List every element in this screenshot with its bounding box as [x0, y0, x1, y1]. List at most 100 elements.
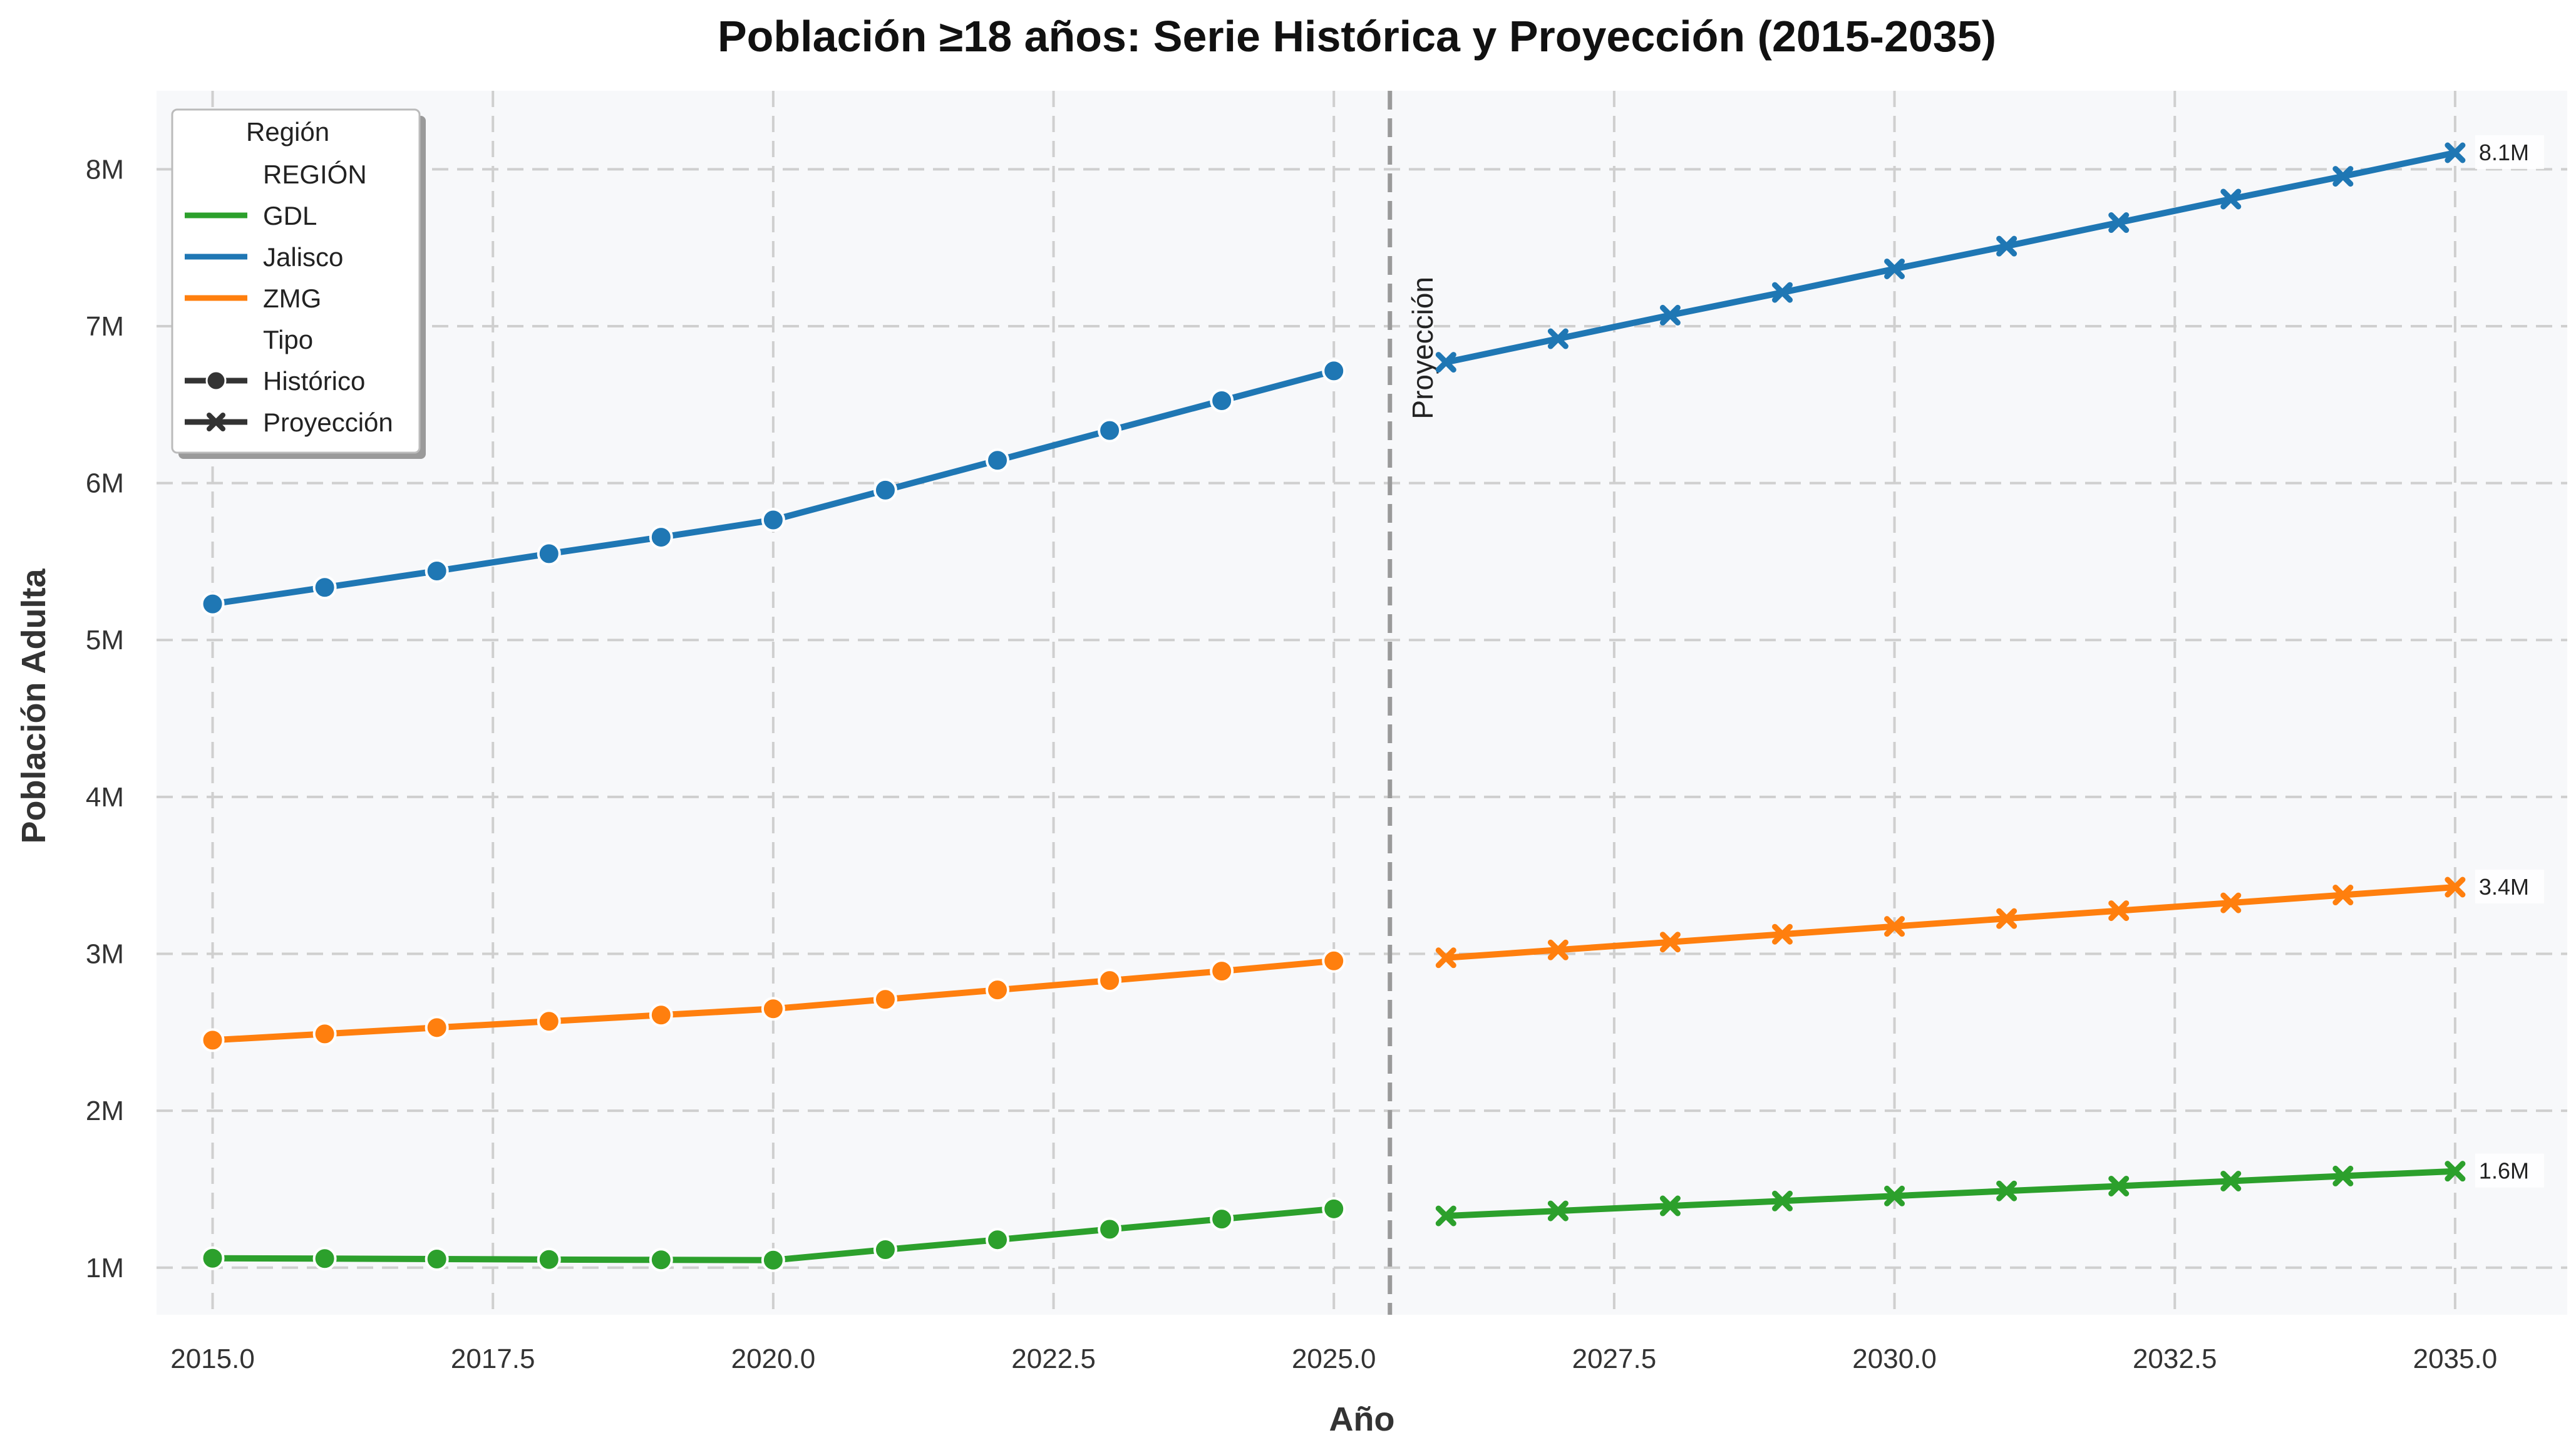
historical-point — [1210, 959, 1234, 984]
projection-point — [1772, 923, 1793, 945]
end-label: 3.4M — [2479, 874, 2529, 900]
projection-point — [2108, 900, 2130, 922]
x-tick-label: 2022.5 — [1011, 1344, 1096, 1374]
projection-point — [2332, 885, 2354, 906]
y-axis-title: Población Adulta — [15, 568, 53, 844]
end-label: 8.1M — [2479, 140, 2529, 165]
projection-point — [2108, 212, 2130, 234]
grid — [157, 91, 2567, 1315]
projection-point — [1772, 282, 1793, 303]
x-marker-stroke — [2108, 900, 2130, 922]
historical-point — [649, 525, 673, 550]
historical-point — [873, 987, 897, 1012]
x-marker-stroke — [1884, 258, 1905, 279]
chart-title: Población ≥18 años: Serie Histórica y Pr… — [718, 12, 1996, 61]
historical-point — [1098, 1217, 1122, 1242]
projection-point — [1547, 939, 1569, 960]
historical-point — [1322, 949, 1346, 973]
projection-point — [1435, 1205, 1456, 1226]
x-marker-stroke — [1772, 282, 1793, 303]
series-group — [200, 142, 2466, 1272]
legend-box — [171, 108, 421, 454]
historical-point — [425, 1247, 449, 1272]
y-tick-label: 5M — [86, 625, 124, 656]
x-tick-label: 2020.0 — [731, 1344, 816, 1374]
historical-point — [425, 1016, 449, 1040]
series-gdl — [200, 1161, 2466, 1272]
series-line-projection — [1446, 1168, 2456, 1220]
x-marker-stroke — [1547, 1200, 1569, 1221]
y-axis: 1M 2M 3M 4M 5M 6M 7M 8M — [86, 154, 124, 1283]
x-tick-label: 2032.5 — [2133, 1344, 2217, 1374]
historical-point — [537, 542, 561, 566]
x-marker-stroke — [2108, 212, 2130, 234]
legend-marker-circle — [205, 370, 227, 391]
historical-point — [873, 478, 897, 502]
projection-point — [2445, 877, 2466, 898]
historical-point — [425, 558, 449, 583]
projection-point — [1772, 1190, 1793, 1211]
end-label-background — [2475, 870, 2544, 904]
historical-point — [537, 1247, 561, 1272]
x-marker-stroke — [1435, 352, 1456, 373]
series-jalisco — [200, 142, 2466, 616]
historical-point — [761, 508, 785, 532]
series-line-projection — [1445, 150, 2456, 366]
projection-point — [1884, 258, 1905, 279]
projection-annotation: Proyección — [1406, 277, 1439, 419]
historical-point — [312, 1022, 337, 1046]
x-marker-stroke — [1659, 1195, 1681, 1216]
projection-point — [1435, 352, 1456, 373]
y-tick-label: 4M — [86, 782, 124, 813]
projection-point — [1659, 1195, 1681, 1216]
x-marker-stroke — [1996, 908, 2017, 929]
x-marker-stroke — [2445, 1161, 2466, 1182]
legend-entry: Histórico — [263, 366, 365, 396]
projection-divider: Proyección — [1388, 91, 1439, 1315]
x-tick-label: 2025.0 — [1292, 1344, 1376, 1374]
x-marker-stroke — [2332, 166, 2354, 187]
projection-point — [1659, 932, 1681, 953]
y-tick-label: 3M — [86, 939, 124, 970]
projection-point — [2220, 188, 2242, 210]
projection-point — [1435, 947, 1456, 969]
x-tick-label: 2015.0 — [170, 1344, 255, 1374]
legend-entry: ZMG — [263, 284, 321, 313]
x-marker-stroke — [1772, 923, 1793, 945]
historical-point — [873, 1237, 897, 1262]
projection-point — [1659, 304, 1681, 326]
historical-point — [312, 1247, 337, 1271]
x-tick-label: 2027.5 — [1572, 1344, 1657, 1374]
projection-point — [2220, 892, 2242, 913]
projection-point — [2332, 1165, 2354, 1186]
end-label: 1.6M — [2479, 1158, 2529, 1184]
historical-point — [649, 1248, 673, 1272]
projection-point — [2220, 1170, 2242, 1191]
legend-entry: GDL — [263, 201, 317, 230]
x-axis-title: Año — [1329, 1401, 1395, 1438]
historical-point — [986, 978, 1010, 1002]
historical-point — [200, 1246, 225, 1270]
y-tick-label: 2M — [86, 1096, 124, 1126]
historical-point — [312, 575, 337, 600]
projection-point — [1996, 1180, 2017, 1201]
x-tick-label: 2030.0 — [1852, 1344, 1937, 1374]
historical-point — [537, 1009, 561, 1034]
x-marker-stroke — [1659, 932, 1681, 953]
y-tick-label: 1M — [86, 1253, 124, 1283]
x-marker-stroke — [1435, 1205, 1456, 1226]
historical-point — [1098, 969, 1122, 993]
x-marker-stroke — [2445, 142, 2466, 163]
historical-point — [1322, 1196, 1346, 1221]
historical-point — [1210, 1207, 1234, 1231]
historical-point — [1322, 359, 1346, 383]
y-tick-label: 7M — [86, 311, 124, 342]
legend-entry: Tipo — [263, 325, 313, 354]
legend-entry: Jalisco — [263, 242, 343, 272]
projection-point — [2332, 166, 2354, 187]
x-marker-stroke — [1435, 947, 1456, 969]
historical-point — [1210, 389, 1234, 413]
x-tick-label: 2017.5 — [451, 1344, 535, 1374]
projection-point — [1884, 1185, 1905, 1206]
